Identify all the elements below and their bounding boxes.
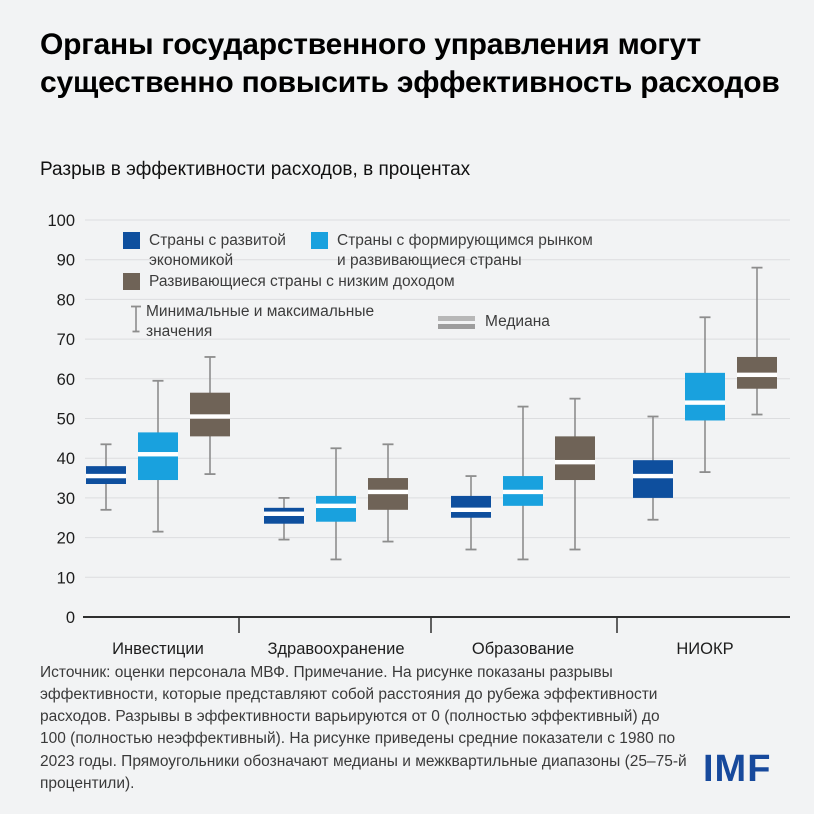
legend-label-advanced: Страны с развитой экономикой [149, 232, 286, 269]
median-line [633, 473, 673, 479]
source-note: Источник: оценки персонала МВФ. Примечан… [40, 664, 687, 792]
legend-item-minmax: Минимальные и максимальные значения [130, 302, 390, 342]
legend-label-low-income: Развивающиеся страны с низким доходом [149, 273, 455, 290]
y-tick-label: 30 [57, 490, 75, 508]
median-line [685, 400, 725, 405]
boxplot-chart: 0 10 20 30 40 50 60 70 80 90 100 Инвестиции Здравоох… [0, 198, 814, 660]
iqr-box [555, 436, 595, 481]
median-line [190, 414, 230, 419]
legend-swatch-low-income [123, 273, 140, 290]
median-icon [438, 315, 475, 329]
y-tick-label: 70 [57, 331, 75, 349]
y-tick-label: 20 [57, 530, 75, 548]
page-title: Органы государственного управления могут… [40, 28, 780, 99]
legend-swatch-advanced [123, 232, 140, 249]
legend-swatch-emerging [311, 232, 328, 249]
median-line [86, 473, 126, 479]
median-line [138, 452, 178, 457]
minmax-whisker-icon [131, 305, 141, 333]
chart-subtitle: Разрыв в эффективности расходов, в проце… [40, 159, 471, 180]
iqr-box [633, 460, 673, 498]
median-icon-bar-bottom [438, 323, 475, 329]
x-category-label: НИОКР [676, 640, 733, 658]
median-line [451, 507, 491, 513]
x-category-label: Здравоохранение [267, 640, 404, 658]
iqr-box [316, 495, 356, 522]
y-tick-label: 100 [47, 212, 75, 230]
legend-item-median: Медиана [438, 312, 638, 332]
y-tick-label: 90 [57, 252, 75, 270]
y-tick-label: 10 [57, 569, 75, 587]
y-tick-label: 80 [57, 291, 75, 309]
legend-item-advanced-economies: Страны с развитой экономикой [123, 231, 328, 271]
median-line [555, 459, 595, 465]
median-icon-bar-top [438, 315, 475, 321]
median-line [368, 489, 408, 495]
y-tick-label: 0 [66, 609, 75, 627]
y-tick-label: 50 [57, 411, 75, 429]
y-tick-label: 60 [57, 371, 75, 389]
legend-label-emerging: Страны с формирующимся рынком и развиваю… [337, 232, 593, 269]
legend-label-minmax: Минимальные и максимальные значения [146, 303, 375, 340]
median-line [316, 503, 356, 509]
legend-item-low-income: Развивающиеся страны с низким доходом [123, 272, 483, 292]
chart-canvas: 0 10 20 30 40 50 60 70 80 90 100 Инвестиции Здравоох… [47, 212, 790, 658]
legend-item-emerging-markets: Страны с формирующимся рынком и развиваю… [311, 231, 596, 271]
median-line [737, 372, 777, 378]
x-category-label: Инвестиции [112, 640, 204, 658]
median-line [264, 511, 304, 516]
imf-logo: IMF [703, 748, 772, 790]
x-category-label: Образование [472, 640, 574, 658]
y-tick-label: 40 [57, 450, 75, 468]
median-line [503, 489, 543, 495]
legend-label-median: Медиана [485, 313, 550, 330]
iqr-box [685, 372, 725, 421]
iqr-box [451, 495, 491, 518]
